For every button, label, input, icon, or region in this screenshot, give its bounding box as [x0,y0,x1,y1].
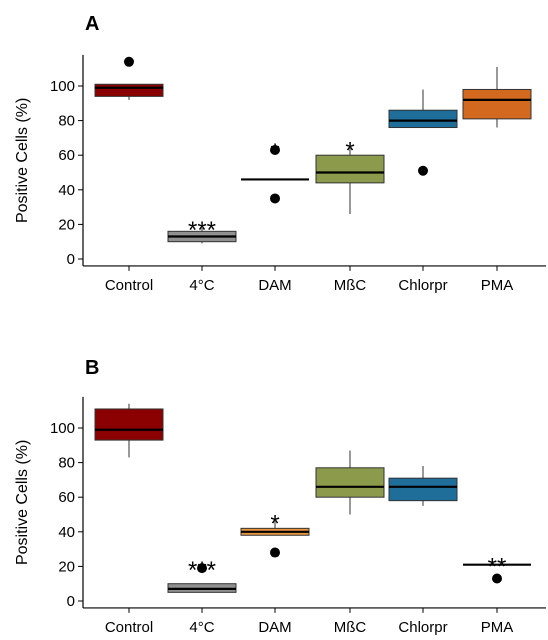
box-body [94,83,164,97]
panel-label: B [85,357,99,379]
box-4°C: *** [167,557,237,593]
panel-A: A Positive Cells (%) 0 20 40 60 80 100 Control 4°… [14,13,546,294]
outlier-point [124,56,134,67]
outlier-point [270,547,280,558]
outlier-point [492,573,502,584]
box-body [94,408,164,441]
box-Control [94,56,164,100]
significance-label: * [345,137,354,164]
significance-label: ** [488,554,507,581]
y-tick-label: 100 [50,420,75,437]
y-tick-label: 40 [58,524,75,541]
x-tick-label: DAM [258,619,291,636]
outlier-point [418,165,428,176]
y-tick-label: 60 [58,147,75,164]
y-tick-label: 100 [50,78,75,95]
x-tick-label: Chlorpr [398,619,447,636]
outlier-point [197,563,207,574]
box-Chlorpr [388,466,458,506]
panel-B: B Positive Cells (%) 0 20 40 60 80 100 Control 4°… [14,357,546,636]
outlier-point [270,193,280,204]
y-tick-label: 80 [58,455,75,472]
box-MßC: * [315,137,385,215]
box-Control [94,403,164,458]
significance-label: * [270,139,279,166]
box-Chlorpr [388,89,458,176]
y-tick-label: 80 [58,113,75,130]
x-tick-label: Chlorpr [398,277,447,294]
box-DAM: * [240,510,310,558]
y-tick-label: 60 [58,489,75,506]
x-tick-label: 4°C [189,277,214,294]
y-axis-label: Positive Cells (%) [14,440,31,565]
box-body [388,477,458,502]
outlier-point [270,145,280,156]
box-body [388,109,458,129]
box-4°C: *** [167,217,237,244]
significance-label: *** [188,557,216,584]
box-MßC [315,450,385,515]
x-tick-label: PMA [481,619,514,636]
y-tick-label: 0 [67,593,75,610]
y-axis-label: Positive Cells (%) [14,98,31,223]
significance-label: * [270,510,279,537]
significance-label: *** [188,217,216,244]
y-tick-label: 20 [58,558,75,575]
x-tick-label: Control [105,619,153,636]
x-tick-label: MßC [334,277,367,294]
y-tick-label: 0 [67,251,75,268]
box-body [462,88,532,120]
x-tick-label: MßC [334,619,367,636]
box-PMA: ** [463,554,531,584]
box-DAM: * [241,139,309,204]
x-tick-label: PMA [481,277,514,294]
box-body [315,154,385,184]
x-tick-label: 4°C [189,619,214,636]
box-PMA [462,66,532,128]
y-tick-label: 40 [58,182,75,199]
box-body [315,467,385,498]
x-tick-label: Control [105,277,153,294]
y-tick-label: 20 [58,216,75,233]
x-tick-label: DAM [258,277,291,294]
panel-label: A [85,13,99,35]
